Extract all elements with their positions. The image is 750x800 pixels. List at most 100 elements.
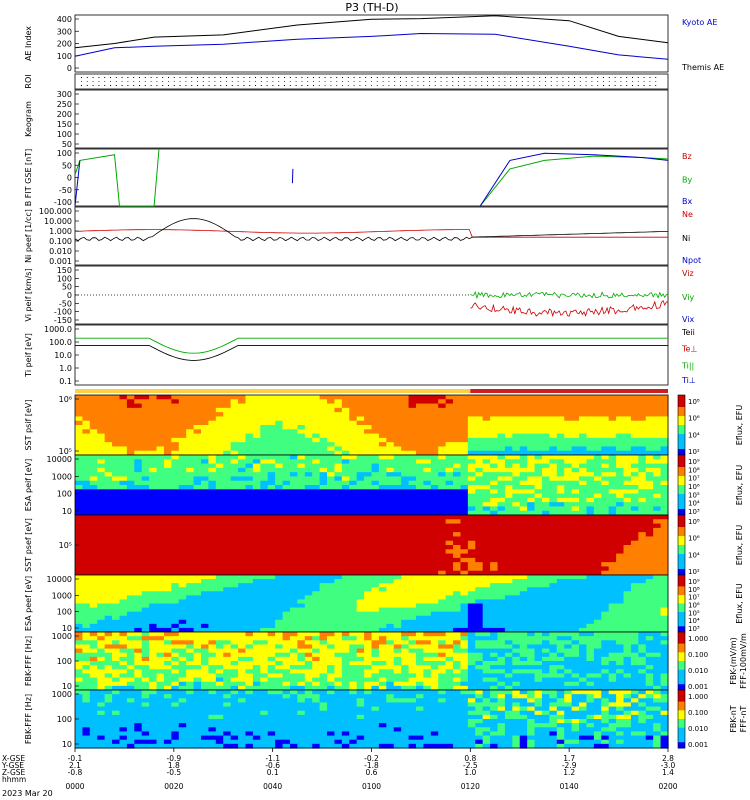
sst-electron-cell [423,553,432,559]
esa-ion-cell [134,497,143,503]
sst-ion-cell [371,425,380,430]
esa-ion-cell [445,489,454,495]
esa-electron-cell [630,579,639,584]
sst-electron-cell [423,557,432,563]
sst-electron-cell [475,562,484,568]
sst-ion-cell [527,437,536,443]
sst-ion-cell [519,425,528,430]
sst-electron-cell [327,515,336,520]
sst-ion-cell [141,442,150,448]
sst-electron-cell [260,562,269,568]
sst-electron-cell [645,553,654,559]
sst-ion-cell [149,450,158,456]
sst-ion-cell [527,395,536,400]
esa-electron-cell [215,599,224,605]
esa-ion-cell [660,480,669,486]
esa-ion-cell [527,489,536,495]
sst-ion-cell [423,407,432,413]
esa-electron-cell [334,603,343,609]
esa-electron-cell [134,591,143,596]
sst-electron-cell [104,549,113,555]
esa-ion-cell [327,510,336,516]
esa-electron-cell [334,607,343,613]
sst-electron-cell [504,536,513,542]
esa-ion-cell [541,506,550,512]
sst-electron-cell [616,553,625,559]
esa-ion-cell [112,489,121,495]
sst-ion-cell [230,399,239,405]
esa-electron-cell [119,599,128,605]
esa-electron-cell [386,583,395,588]
sst-electron-cell [556,557,565,563]
fbk-fff-scm-cell [171,632,180,637]
sst-ion-cell [549,403,558,409]
sst-ion-cell [586,433,595,439]
esa-electron-cell [423,595,432,601]
colorbar-step [678,580,685,585]
sst-ion-cell [630,442,639,448]
sst-ion-cell [653,399,662,405]
esa-electron-cell [186,611,195,617]
esa-electron-cell [430,583,439,588]
esa-electron-cell [393,619,402,625]
esa-electron-cell [245,619,254,625]
sst-ion-cell [430,420,439,426]
sst-ion-cell [201,446,210,452]
sst-electron-cell [623,549,632,555]
esa-electron-cell [364,611,373,617]
fbk-fff-scm-cell [126,677,135,683]
esa-ion-cell [645,502,654,508]
sst-electron-cell [208,523,217,529]
sst-electron-cell [260,519,269,525]
temperature-legend-item: Ti|| [681,361,694,370]
fbk-fff-scm-cell [171,656,180,662]
sst-ion-cell [564,450,573,456]
esa-ion-cell [289,459,298,465]
fbk-fff-scm-cell [163,636,172,641]
esa-electron-cell [430,603,439,609]
sst-ion-cell [341,420,350,426]
sst-electron-cell [97,545,106,550]
sst-electron-cell [445,540,454,546]
esa-electron-cell [215,587,224,592]
sst-electron-cell [171,515,180,520]
sst-electron-cell [356,566,365,572]
esa-electron-cell [512,599,521,605]
esa-electron-cell [549,611,558,617]
esa-electron-cell [97,591,106,596]
esa-ion-cell [564,493,573,499]
sst-electron-cell [653,540,662,546]
esa-ion-cell [163,489,172,495]
fbk-fff-scm-cell [141,685,150,691]
sst-ion-cell [230,433,239,439]
sst-electron-cell [201,566,210,572]
esa-ion-cell [289,489,298,495]
sst-electron-cell [282,527,291,533]
esa-electron-cell [378,603,387,609]
sst-ion-cell [223,420,232,426]
esa-electron-cell [579,627,588,633]
sst-electron-cell [645,540,654,546]
fbk-fff-scm-cell [134,685,143,691]
sst-electron-cell [660,562,669,568]
sst-electron-cell [245,527,254,533]
sst-ion-cell [238,403,247,409]
fbk-fff-scm-cell [119,632,128,637]
sst-electron-cell [149,566,158,572]
sst-electron-cell [549,519,558,525]
esa-electron-cell [312,599,321,605]
sst-ion-cell [97,416,106,422]
esa-electron-cell [97,595,106,601]
esa-ion-cell [645,510,654,516]
sst-ion-cell [304,450,313,456]
sst-ion-cell [341,450,350,456]
esa-electron-cell [349,619,358,625]
sst-ion-cell [423,442,432,448]
sst-electron-cell [297,566,306,572]
esa-electron-cell [490,583,499,588]
esa-electron-cell [223,587,232,592]
sst-ion-cell [201,395,210,400]
esa-electron-cell [408,603,417,609]
esa-ion-cell [260,476,269,482]
esa-ion-cell [430,476,439,482]
